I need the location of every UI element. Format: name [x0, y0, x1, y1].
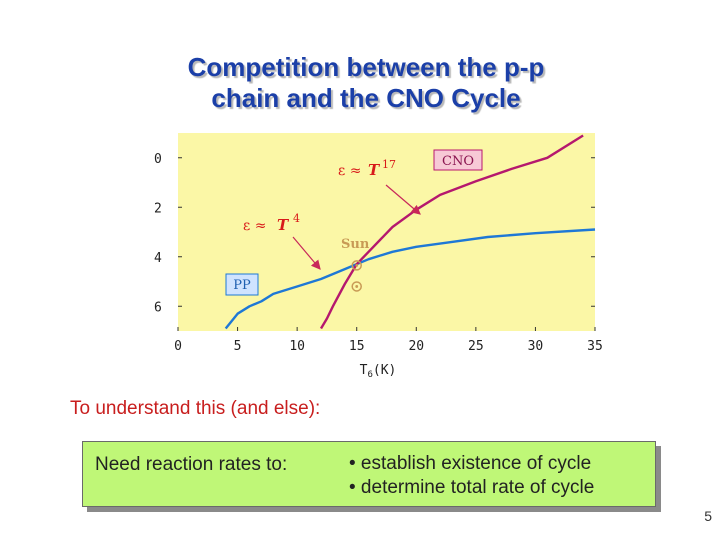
series-layer [224, 134, 596, 330]
sun-label: Sun [341, 237, 370, 252]
y-tick-label: 4 [154, 251, 162, 266]
pp-formula-prefix: ε ≈ [243, 218, 266, 234]
x-tick-label: 15 [349, 339, 365, 354]
series-line-cno [319, 134, 584, 330]
cno-formula-t: T [368, 161, 381, 179]
rate-chart: 0 2 4 6 0 5 10 15 20 25 30 35 ε ≈ T 17 CNO ε ≈ T 4… [154, 133, 603, 378]
x-tick-label: 10 [289, 339, 305, 354]
cno-label-box [433, 149, 483, 171]
pp-formula-t: T [277, 216, 290, 234]
title-line-2: chain and the CNO Cycle [211, 83, 521, 113]
sun-point-dot [355, 264, 359, 267]
subtitle: To understand this (and else): [70, 398, 321, 419]
pp-label: PP [233, 278, 251, 293]
sun-points [351, 260, 362, 292]
x-tick-label: 25 [468, 339, 484, 354]
x-axis-label: T6(K) [360, 363, 397, 378]
box-bullets: • establish existence of cycle • determi… [349, 452, 594, 500]
sun-point [351, 260, 362, 271]
bullet-item: • establish existence of cycle [349, 453, 592, 474]
y-axis-ticks: 0 2 4 6 [154, 152, 595, 315]
bullet-item: • determine total rate of cycle [349, 477, 595, 498]
y-tick-label: 2 [154, 201, 162, 216]
y-tick-label: 0 [154, 152, 162, 167]
series-line-pp [224, 228, 596, 330]
slide-title: Competition between the p-p chain and th… [0, 52, 720, 114]
y-tick-label: 6 [154, 300, 162, 315]
x-tick-label: 35 [587, 339, 603, 354]
box-left-text: Need reaction rates to: [95, 454, 288, 475]
x-axis-ticks: 0 5 10 15 20 25 30 35 [174, 327, 603, 354]
page-number: 5 [704, 508, 712, 524]
sun-point-dot [355, 285, 359, 288]
pp-arrow [292, 236, 321, 270]
cno-label: CNO [442, 154, 474, 169]
reaction-rates-box: Need reaction rates to: • establish exis… [82, 441, 656, 507]
x-tick-label: 0 [174, 339, 182, 354]
pp-label-box [225, 273, 259, 296]
x-tick-label: 20 [408, 339, 424, 354]
cno-arrow [385, 184, 421, 215]
cno-formula-exponent: 17 [382, 158, 396, 171]
cno-formula-prefix: ε ≈ [338, 163, 361, 179]
pp-formula-exponent: 4 [293, 212, 300, 225]
x-tick-label: 30 [528, 339, 544, 354]
x-tick-label: 5 [234, 339, 242, 354]
sun-point [351, 281, 362, 292]
title-line-1: Competition between the p-p [187, 52, 545, 82]
